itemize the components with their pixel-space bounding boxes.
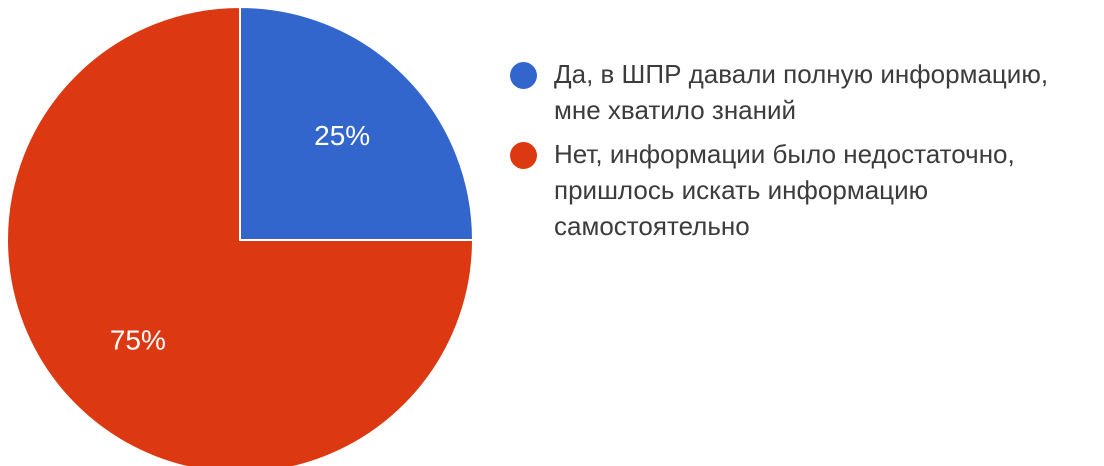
- legend-swatch-yes: [510, 62, 537, 89]
- legend-label-no: Нет, информации было недостаточно, пришл…: [554, 139, 1015, 241]
- pie-label-no: 75%: [110, 325, 166, 356]
- chart-legend: Да, в ШПР давали полную информацию, мне …: [510, 56, 1090, 252]
- legend-swatch-no: [510, 142, 537, 169]
- pie-slice-no[interactable]: [6, 5, 475, 466]
- pie-label-yes: 25%: [314, 120, 370, 151]
- legend-item-no[interactable]: Нет, информации было недостаточно, пришл…: [510, 136, 1090, 244]
- legend-label-yes: Да, в ШПР давали полную информацию, мне …: [554, 59, 1049, 125]
- pie-slice-yes[interactable]: [239, 5, 475, 241]
- legend-item-yes[interactable]: Да, в ШПР давали полную информацию, мне …: [510, 56, 1090, 128]
